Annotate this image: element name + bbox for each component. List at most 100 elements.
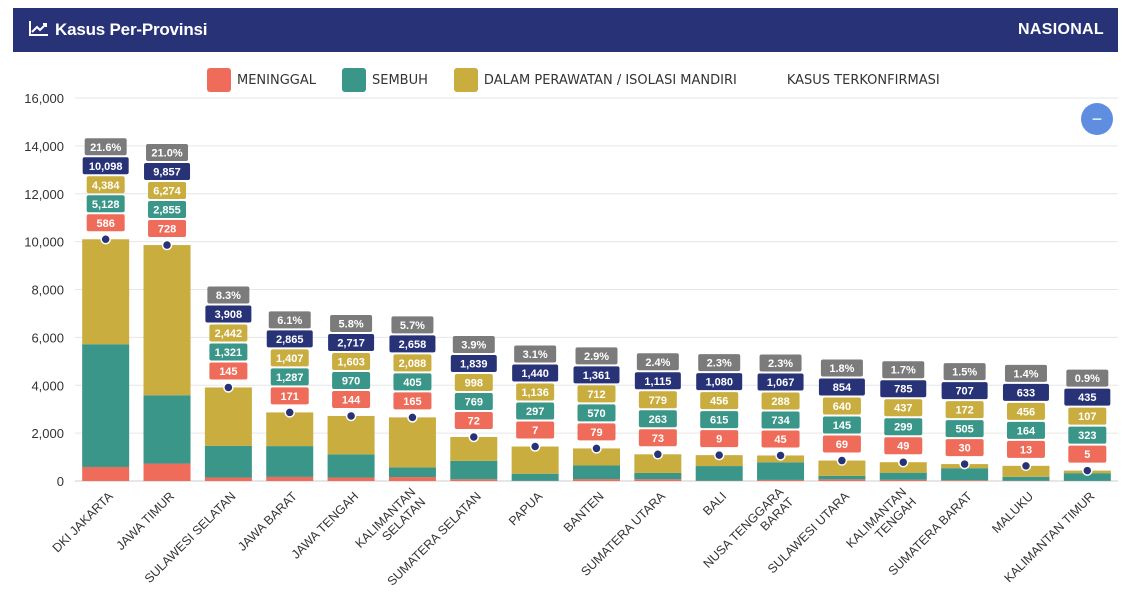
- label-meninggal: 9: [716, 434, 722, 446]
- label-perawatan: 1,407: [276, 353, 304, 365]
- label-confirmed: 1,115: [644, 376, 671, 388]
- label-sembuh-box: [638, 410, 677, 428]
- confirmed-point: [284, 407, 295, 418]
- bar-meninggal: [450, 479, 498, 481]
- x-tick-label: BANTEN: [561, 489, 607, 535]
- label-confirmed: 10,098: [89, 161, 123, 173]
- chart-legend: MENINGGAL SEMBUH DALAM PERAWATAN / ISOLA…: [207, 68, 966, 92]
- label-confirmed: 854: [833, 382, 852, 394]
- label-sembuh-box: [700, 411, 739, 429]
- confirmed-point: [836, 455, 848, 466]
- zoom-reset-button[interactable]: −: [1081, 103, 1113, 135]
- label-percent-box: [207, 286, 250, 304]
- label-confirmed: 2,865: [276, 334, 304, 346]
- label-percent-box: [1066, 369, 1109, 387]
- label-meninggal-box: [761, 430, 800, 448]
- x-tick-label: JAWA TENGAH: [289, 489, 361, 561]
- label-confirmed-box: [1064, 388, 1111, 406]
- bar-perawatan: [327, 415, 375, 455]
- label-meninggal: 13: [1020, 444, 1032, 456]
- x-tick-line: MALUKU: [989, 489, 1036, 536]
- legend-item-terkonfirmasi[interactable]: KASUS TERKONFIRMASI: [787, 73, 940, 88]
- y-tick-label: 8,000: [31, 283, 64, 298]
- label-sembuh: 1,321: [215, 347, 243, 359]
- label-perawatan: 2,442: [215, 328, 243, 340]
- legend-label-perawatan: DALAM PERAWATAN / ISOLASI MANDIRI: [483, 72, 737, 88]
- label-sembuh: 615: [710, 415, 728, 427]
- bar-meninggal: [143, 463, 191, 481]
- bar-meninggal: [388, 477, 436, 481]
- label-sembuh-box: [393, 373, 432, 391]
- legend-swatch-sembuh: [342, 68, 366, 92]
- x-tick-line: BALI: [700, 489, 729, 518]
- label-sembuh-box: [761, 411, 800, 429]
- chart-header: Kasus Per-Provinsi NASIONAL: [13, 8, 1118, 52]
- label-confirmed: 1,067: [767, 377, 795, 389]
- minus-icon: −: [1091, 108, 1103, 129]
- bar-perawatan: [818, 460, 866, 476]
- label-sembuh-box: [332, 371, 371, 389]
- label-confirmed-box: [266, 330, 313, 348]
- label-percent: 8.3%: [216, 290, 241, 302]
- label-perawatan-box: [454, 373, 493, 391]
- label-confirmed: 3,908: [215, 309, 243, 321]
- label-perawatan: 1,603: [337, 356, 365, 368]
- y-tick-label: 4,000: [31, 378, 64, 393]
- label-confirmed: 2,658: [399, 339, 427, 351]
- legend-item-sembuh[interactable]: SEMBUH: [342, 68, 428, 92]
- bar-meninggal: [573, 479, 620, 481]
- bar-sembuh: [1063, 473, 1111, 481]
- label-sembuh-box: [577, 404, 616, 422]
- bar-sembuh: [1002, 476, 1050, 481]
- label-sembuh: 263: [649, 414, 667, 426]
- label-percent-box: [452, 335, 495, 353]
- label-meninggal-box: [86, 214, 125, 232]
- label-sembuh: 405: [403, 377, 421, 389]
- label-meninggal-box: [454, 411, 493, 429]
- y-tick-label: 0: [57, 474, 64, 489]
- label-perawatan: 288: [771, 396, 789, 408]
- label-confirmed-box: [144, 163, 191, 181]
- header-title-group: Kasus Per-Provinsi: [29, 20, 208, 41]
- legend-item-perawatan[interactable]: DALAM PERAWATAN / ISOLASI MANDIRI: [453, 68, 737, 92]
- bar-perawatan: [450, 436, 498, 461]
- label-meninggal: 72: [468, 415, 480, 427]
- label-meninggal: 79: [590, 427, 602, 439]
- label-perawatan-box: [86, 176, 125, 194]
- label-confirmed-box: [573, 366, 620, 384]
- label-meninggal-box: [945, 439, 984, 457]
- legend-item-meninggal[interactable]: MENINGGAL: [207, 68, 316, 92]
- x-tick-line: JAWA TENGAH: [289, 489, 361, 561]
- label-percent: 2.9%: [584, 351, 609, 363]
- label-sembuh-box: [148, 201, 187, 219]
- x-tick-line: PAPUA: [506, 489, 546, 529]
- label-percent-box: [84, 138, 127, 156]
- label-sembuh: 5,128: [92, 199, 120, 211]
- bar-perawatan: [266, 412, 314, 447]
- x-tick-label: DKI JAKARTA: [50, 489, 117, 556]
- bar-meninggal: [204, 477, 252, 481]
- label-confirmed-box: [941, 382, 988, 400]
- x-tick-label: MALUKU: [989, 489, 1036, 536]
- label-confirmed-box: [205, 305, 252, 323]
- label-sembuh: 505: [955, 424, 973, 436]
- confirmed-point: [161, 239, 173, 251]
- label-percent: 3.1%: [523, 349, 548, 361]
- label-meninggal: 728: [158, 224, 176, 236]
- label-percent-box: [268, 311, 311, 329]
- bar-sembuh: [879, 472, 927, 480]
- label-percent-box: [882, 361, 925, 379]
- label-meninggal: 7: [532, 425, 538, 437]
- label-meninggal-box: [884, 437, 923, 455]
- bar-perawatan: [573, 448, 620, 466]
- label-perawatan: 437: [894, 403, 912, 415]
- label-perawatan: 4,384: [92, 180, 120, 192]
- label-perawatan-box: [884, 399, 923, 417]
- x-tick-label: PAPUA: [506, 489, 546, 529]
- label-perawatan: 1,136: [521, 387, 549, 399]
- label-percent: 2.4%: [645, 357, 670, 369]
- label-percent: 21.6%: [90, 142, 121, 154]
- bar-sembuh: [266, 446, 314, 477]
- label-confirmed: 435: [1078, 392, 1096, 404]
- label-meninggal: 73: [652, 433, 664, 445]
